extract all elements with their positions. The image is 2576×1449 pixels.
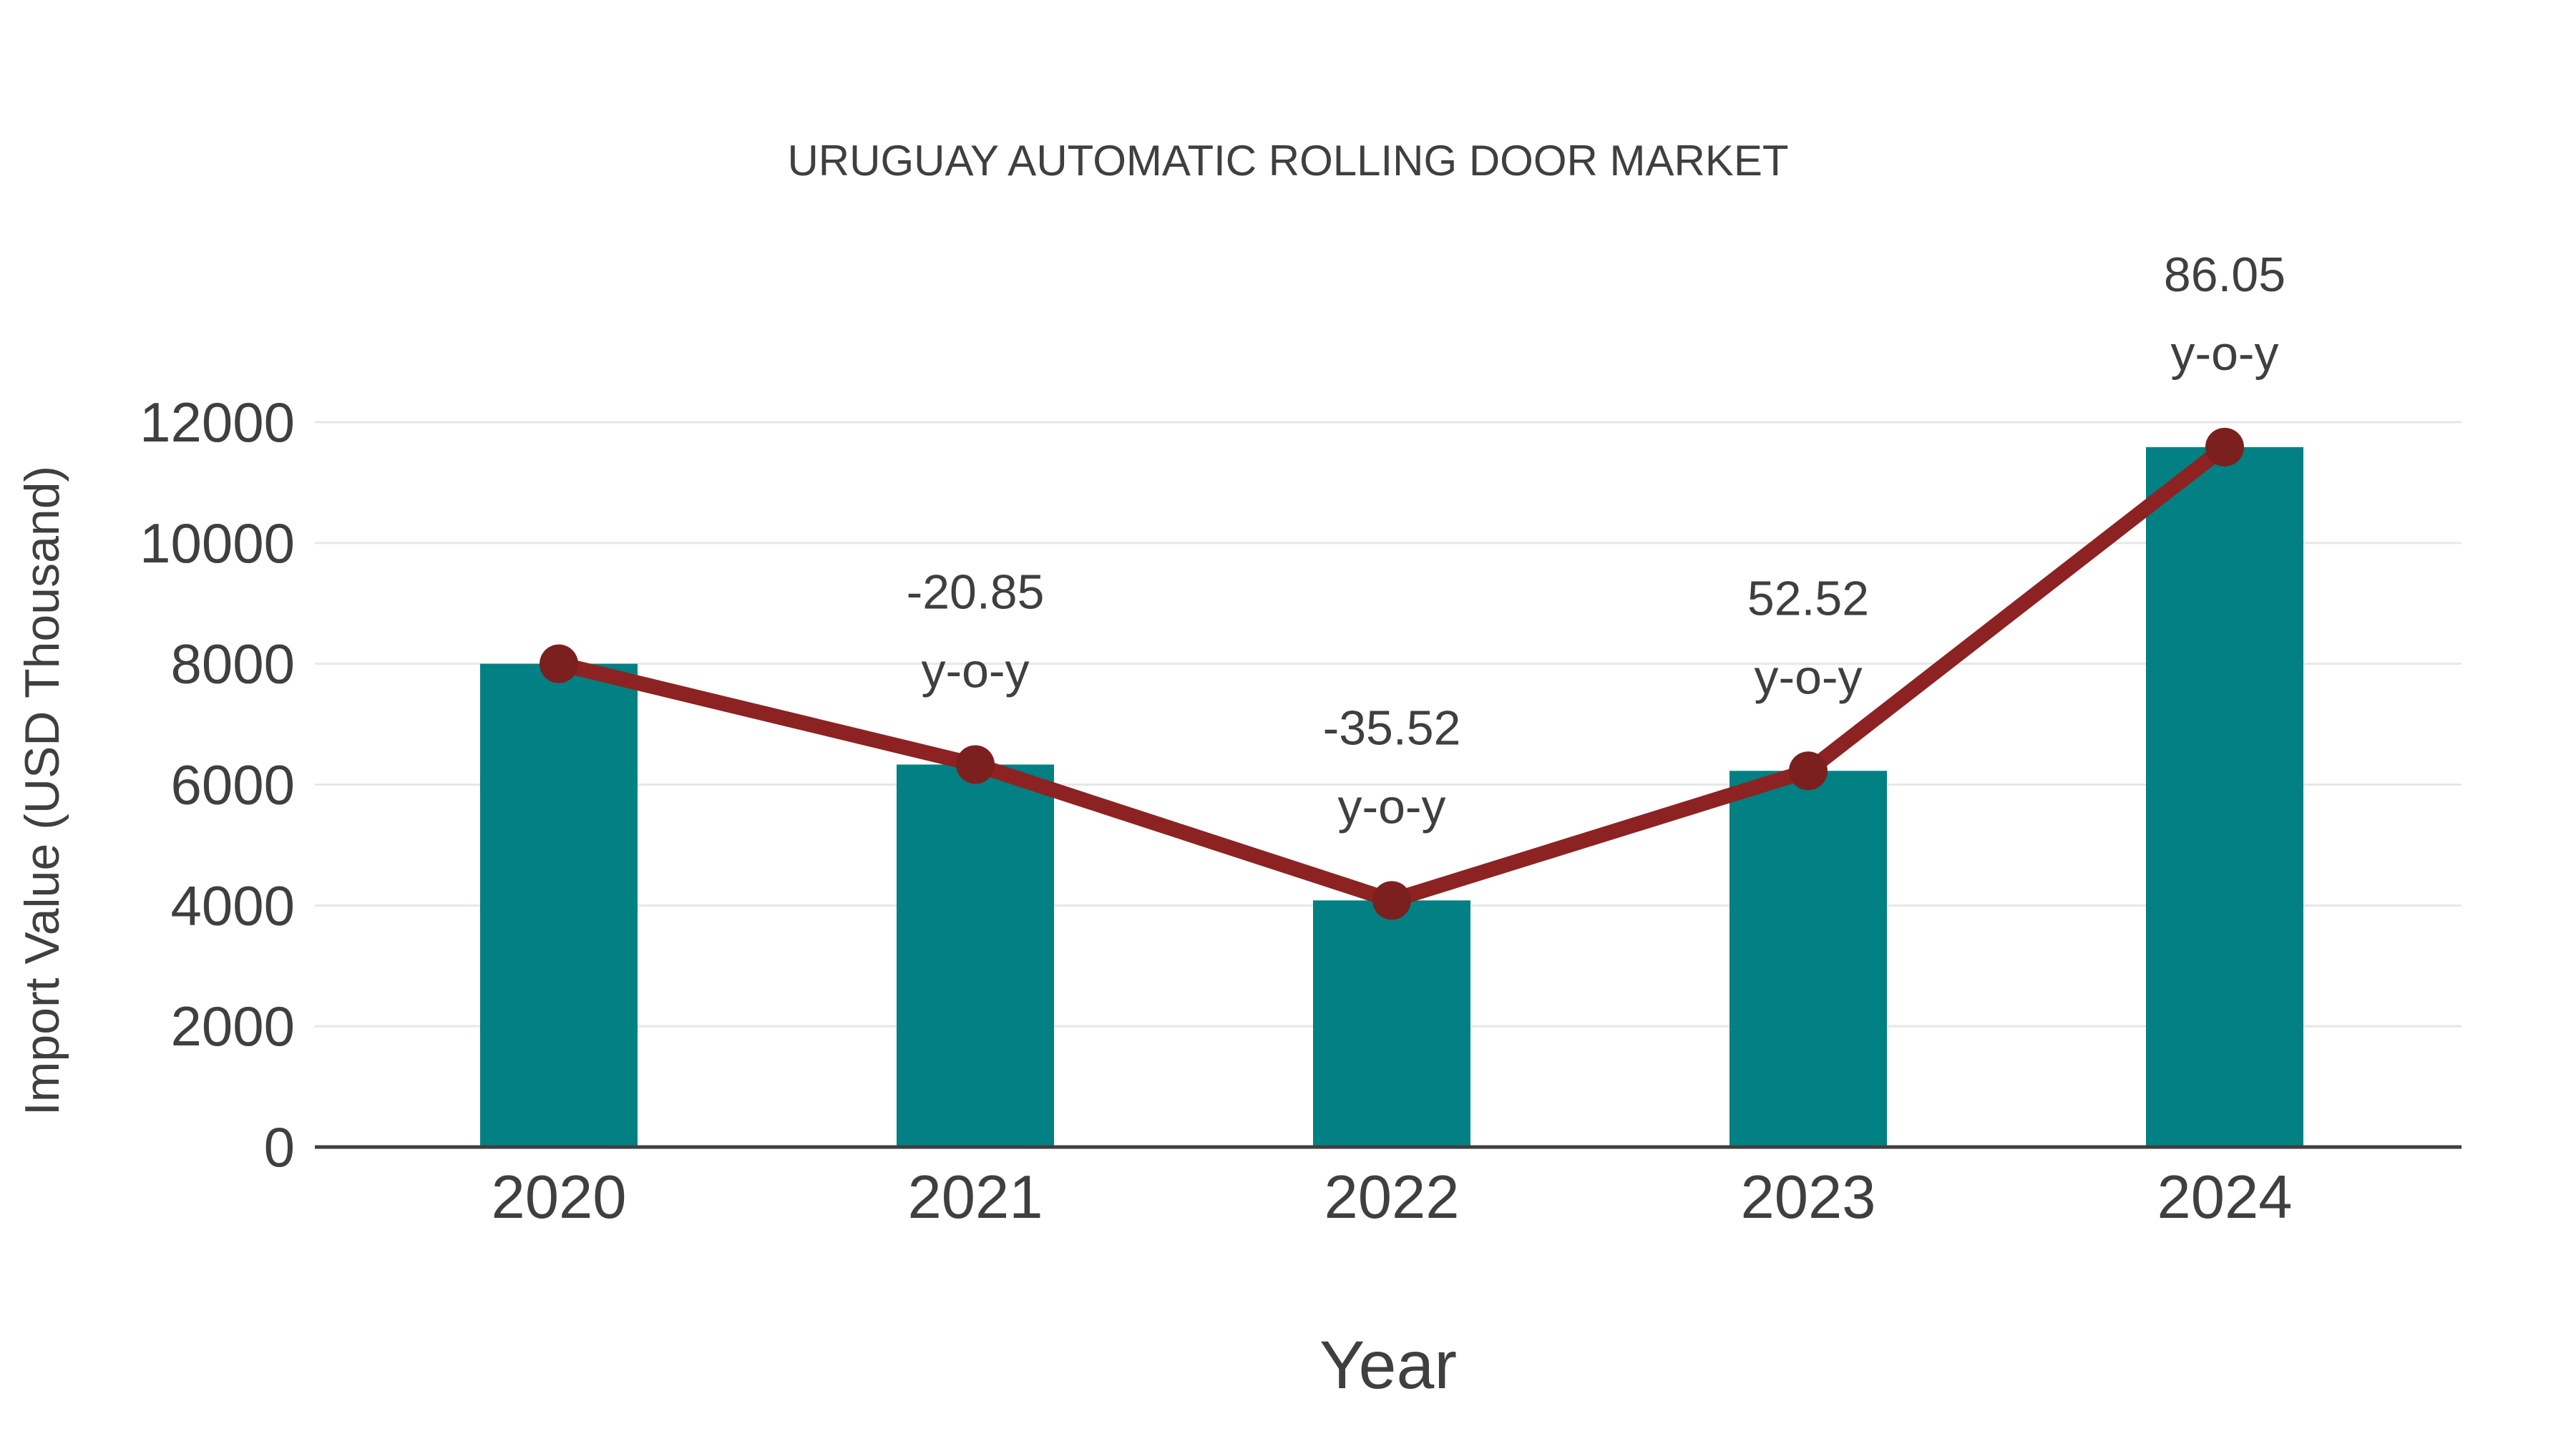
bar — [897, 764, 1054, 1147]
y-tick-label: 2000 — [170, 995, 295, 1058]
annotation-value: 52.52 — [1747, 571, 1869, 625]
x-tick-label: 2020 — [491, 1163, 626, 1231]
bar-series — [480, 447, 2303, 1147]
trend-line-series — [540, 427, 2244, 920]
trend-marker — [540, 644, 578, 683]
bar — [1729, 771, 1887, 1147]
bar — [480, 663, 638, 1147]
annotation-suffix: y-o-y — [1337, 779, 1445, 834]
annotation-suffix: y-o-y — [921, 643, 1029, 698]
annotation-value: 86.05 — [2164, 248, 2285, 302]
bar — [2146, 447, 2303, 1147]
trend-marker — [2205, 427, 2244, 467]
x-tick-labels: 2020 2021 2022 2023 2024 — [491, 1163, 2292, 1231]
trend-marker — [1372, 881, 1411, 920]
x-axis-title: Year — [1319, 1327, 1457, 1403]
y-tick-label: 10000 — [140, 512, 295, 575]
y-tick-label: 12000 — [140, 391, 295, 454]
bar — [1313, 900, 1470, 1147]
annotation-suffix: y-o-y — [1754, 650, 1862, 704]
x-tick-label: 2021 — [907, 1163, 1043, 1231]
y-tick-label: 6000 — [170, 753, 295, 816]
x-tick-label: 2023 — [1740, 1163, 1875, 1231]
y-tick-label: 4000 — [170, 874, 295, 937]
x-tick-label: 2022 — [1324, 1163, 1459, 1231]
annotation-suffix: y-o-y — [2170, 326, 2278, 381]
annotation-value: -35.52 — [1323, 701, 1461, 755]
gridlines — [315, 421, 2462, 1028]
trend-marker — [956, 745, 995, 784]
annotation-value: -20.85 — [907, 565, 1045, 619]
yoy-annotations: -20.85 y-o-y -35.52 y-o-y 52.52 y-o-y 86.05 y-o… — [907, 248, 2285, 834]
y-tick-label: 8000 — [170, 633, 295, 696]
y-axis-title: Import Value (USD Thousand) — [15, 466, 69, 1116]
trend-marker — [1789, 751, 1828, 791]
chart-title: URUGUAY AUTOMATIC ROLLING DOOR MARKET — [787, 137, 1788, 185]
x-tick-label: 2024 — [2157, 1163, 2292, 1231]
y-tick-label: 0 — [264, 1116, 295, 1179]
y-tick-labels: 0 2000 4000 6000 8000 10000 12000 — [140, 391, 295, 1179]
